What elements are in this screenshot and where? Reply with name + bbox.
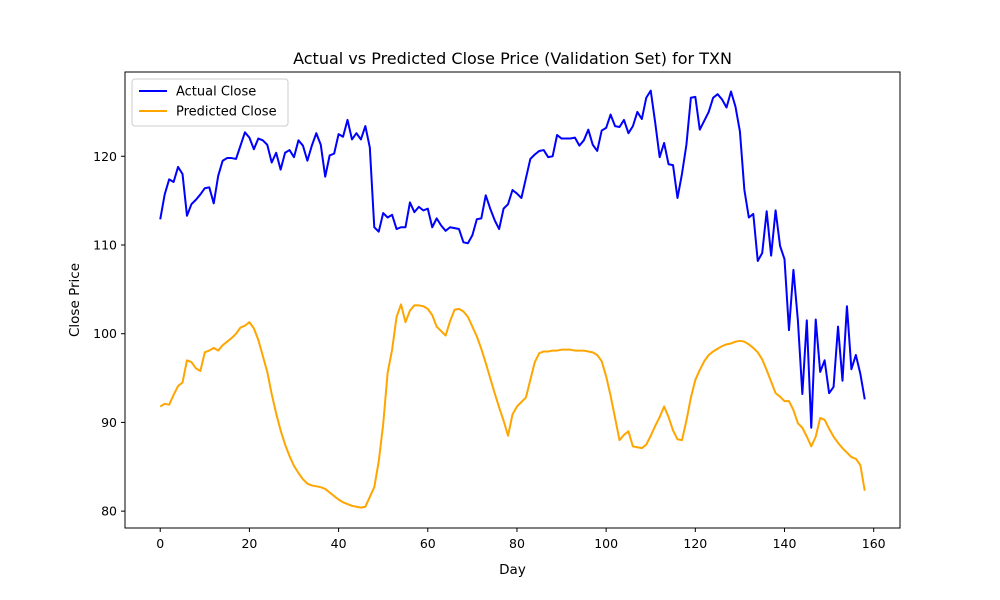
x-tick-label: 20 (241, 536, 257, 551)
y-tick-label: 100 (93, 326, 117, 341)
x-tick-label: 100 (594, 536, 618, 551)
legend-label-actual-close: Actual Close (176, 85, 256, 100)
x-tick-label: 120 (683, 536, 707, 551)
y-tick-label: 80 (101, 504, 117, 519)
y-axis: 80 90 100 110 120 (93, 149, 125, 519)
y-tick-label: 110 (93, 237, 117, 252)
legend-box (131, 78, 289, 127)
plot-area-frame (124, 71, 901, 529)
x-tick-label: 80 (509, 536, 525, 551)
x-tick-label: 160 (862, 536, 886, 551)
y-tick-label: 90 (101, 415, 117, 430)
y-axis-label: Close Price (67, 263, 83, 337)
plot-lines (159, 89, 866, 509)
x-axis-label: Day (499, 562, 526, 578)
series-line-actual-close (159, 89, 866, 429)
x-tick-label: 0 (156, 536, 164, 551)
x-tick-label: 40 (331, 536, 347, 551)
y-tick-label: 120 (93, 149, 117, 164)
x-tick-label: 140 (773, 536, 797, 551)
legend: Actual Close Predicted Close (131, 78, 289, 127)
x-axis: 0 20 40 60 80 100 120 140 160 (156, 528, 886, 551)
chart-title: Actual vs Predicted Close Price (Validat… (293, 49, 732, 68)
series-line-predicted-close (159, 303, 866, 509)
legend-label-predicted-close: Predicted Close (176, 105, 277, 120)
x-tick-label: 60 (420, 536, 436, 551)
